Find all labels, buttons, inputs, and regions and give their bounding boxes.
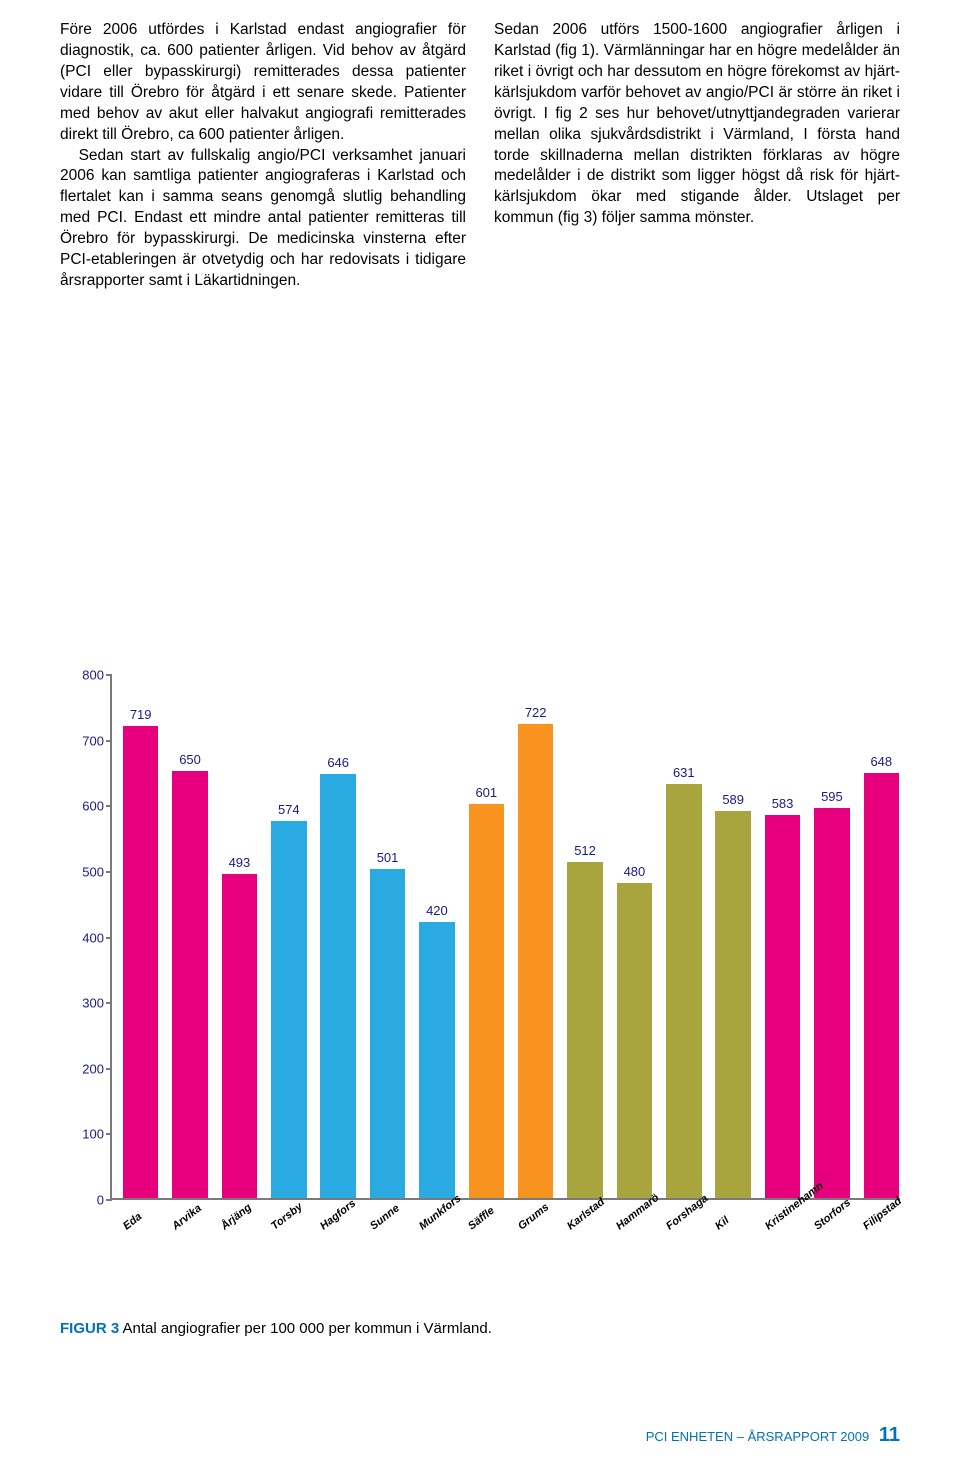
x-axis-label: Säffle <box>466 1205 497 1233</box>
bar-value-label: 501 <box>377 850 399 865</box>
x-axis-label: Grums <box>516 1201 551 1232</box>
bar-value-label: 646 <box>327 755 349 770</box>
y-tick-label: 0 <box>97 1193 104 1208</box>
x-axis-label: Hagfors <box>318 1197 358 1232</box>
bar-value-label: 583 <box>772 796 794 811</box>
y-tick-label: 300 <box>82 996 104 1011</box>
paragraph: Sedan 2006 utförs 1500-1600 angiografier… <box>494 20 900 229</box>
bar-hagfors: 646 <box>320 774 356 1198</box>
y-tick-label: 100 <box>82 1127 104 1142</box>
x-axis-label: Sunne <box>368 1202 402 1232</box>
bar-arvika: 650 <box>172 771 208 1198</box>
y-tick-label: 700 <box>82 733 104 748</box>
y-tick-label: 800 <box>82 668 104 683</box>
bar-value-label: 420 <box>426 903 448 918</box>
body-text: Före 2006 utfördes i Karlstad endast ang… <box>60 20 900 292</box>
page-number: 11 <box>879 1424 900 1446</box>
x-axis-label: Arvika <box>170 1202 204 1232</box>
figure-caption-text: Antal angiografier per 100 000 per kommu… <box>119 1320 492 1337</box>
paragraph: Före 2006 utfördes i Karlstad endast ang… <box>60 20 466 146</box>
bar-value-label: 589 <box>722 792 744 807</box>
bar-value-label: 512 <box>574 843 596 858</box>
bar-value-label: 574 <box>278 802 300 817</box>
bar-karlstad: 512 <box>567 862 603 1198</box>
x-axis-label: Filipstad <box>861 1195 904 1232</box>
bar-value-label: 719 <box>130 707 152 722</box>
bar-sunne: 501 <box>370 869 406 1198</box>
bar-forshaga: 631 <box>666 784 702 1198</box>
x-axis-label: Eda <box>121 1211 144 1233</box>
bar-value-label: 648 <box>870 754 892 769</box>
figure-label: FIGUR 3 <box>60 1320 119 1337</box>
bar-value-label: 722 <box>525 705 547 720</box>
page-footer: PCI ENHETEN – ÅRSRAPPORT 2009 11 <box>646 1424 900 1447</box>
bar-kil: 589 <box>715 811 751 1198</box>
bar-årjäng: 493 <box>222 874 258 1198</box>
y-tick-label: 500 <box>82 864 104 879</box>
figure-caption: FIGUR 3 Antal angiografier per 100 000 p… <box>60 1320 492 1337</box>
y-tick-label: 400 <box>82 930 104 945</box>
y-tick-label: 600 <box>82 799 104 814</box>
figure-3-chart: 0100200300400500600700800 71965049357464… <box>60 675 910 1275</box>
bar-value-label: 631 <box>673 765 695 780</box>
bar-eda: 719 <box>123 726 159 1198</box>
bar-hammarö: 480 <box>617 883 653 1198</box>
bar-value-label: 650 <box>179 752 201 767</box>
bar-value-label: 480 <box>624 864 646 879</box>
x-axis-label: Torsby <box>269 1201 305 1233</box>
bar-säffle: 601 <box>469 804 505 1198</box>
column-left: Före 2006 utfördes i Karlstad endast ang… <box>60 20 466 292</box>
column-right: Sedan 2006 utförs 1500-1600 angiografier… <box>494 20 900 292</box>
bar-kristinehamn: 583 <box>765 815 801 1198</box>
bar-munkfors: 420 <box>419 922 455 1198</box>
bar-storfors: 595 <box>814 808 850 1198</box>
bar-filipstad: 648 <box>864 773 900 1198</box>
bar-value-label: 595 <box>821 789 843 804</box>
footer-text: PCI ENHETEN – ÅRSRAPPORT 2009 <box>646 1429 870 1444</box>
x-axis-label: Kil <box>713 1214 731 1232</box>
x-axis-label: Karlstad <box>565 1196 607 1233</box>
bar-value-label: 601 <box>475 785 497 800</box>
x-axis-label: Årjäng <box>219 1202 254 1233</box>
paragraph: Sedan start av fullskalig angio/PCI verk… <box>60 146 466 292</box>
bar-torsby: 574 <box>271 821 307 1198</box>
bar-grums: 722 <box>518 724 554 1198</box>
x-axis-label: Storfors <box>812 1197 853 1233</box>
bar-value-label: 493 <box>229 855 251 870</box>
y-tick-label: 200 <box>82 1061 104 1076</box>
